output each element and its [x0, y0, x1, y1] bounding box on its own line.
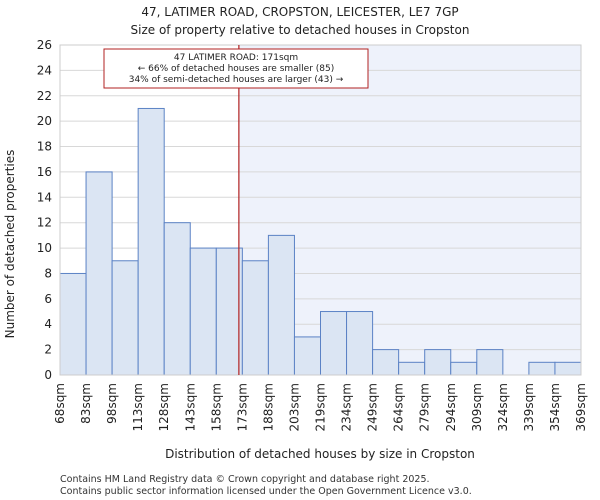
- y-tick-label: 20: [37, 114, 52, 128]
- y-tick-label: 16: [37, 165, 52, 179]
- annotation-line-1: 47 LATIMER ROAD: 171sqm: [174, 53, 298, 63]
- y-tick-label: 10: [37, 241, 52, 255]
- bar-158sqm: [215, 247, 243, 376]
- x-tick-label: 143sqm: [183, 383, 197, 431]
- x-tick-label: 339sqm: [522, 383, 536, 431]
- y-tick-label: 26: [37, 38, 52, 52]
- x-tick-label: 98sqm: [105, 383, 119, 424]
- x-tick-label: 354sqm: [548, 383, 562, 431]
- bar-339sqm: [528, 361, 556, 376]
- x-tick-label: 188sqm: [261, 383, 275, 431]
- x-tick-label: 68sqm: [53, 383, 67, 424]
- x-tick-label: 83sqm: [79, 383, 93, 424]
- footer-line-1: Contains HM Land Registry data © Crown c…: [60, 474, 430, 485]
- bar-264sqm: [398, 361, 426, 376]
- highlight-region: [238, 45, 582, 375]
- x-tick-label: 128sqm: [157, 383, 171, 431]
- bar-128sqm: [163, 222, 191, 376]
- x-tick-label: 173sqm: [235, 383, 249, 431]
- y-tick-label: 22: [37, 89, 52, 103]
- bar-294sqm: [450, 361, 478, 376]
- annotation-line-3: 34% of semi-detached houses are larger (…: [129, 75, 344, 85]
- x-tick-label: 234sqm: [340, 383, 354, 431]
- bar-249sqm: [372, 349, 400, 376]
- annotation-line-2: ← 66% of detached houses are smaller (85…: [138, 64, 335, 74]
- x-tick-label: 113sqm: [131, 383, 145, 431]
- y-tick-label: 18: [37, 140, 52, 154]
- y-tick-label: 2: [44, 343, 52, 357]
- y-tick-label: 24: [37, 63, 52, 77]
- bar-309sqm: [476, 349, 504, 376]
- x-tick-label: 264sqm: [392, 383, 406, 431]
- bar-279sqm: [424, 349, 452, 376]
- bar-188sqm: [267, 234, 295, 376]
- y-tick-label: 8: [44, 266, 52, 280]
- bar-83sqm: [85, 171, 113, 376]
- bar-219sqm: [320, 311, 348, 376]
- footer-line-2: Contains public sector information licen…: [60, 486, 472, 497]
- x-tick-label: 203sqm: [287, 383, 301, 431]
- bar-173sqm: [241, 260, 269, 376]
- x-axis-label: Distribution of detached houses by size …: [165, 447, 475, 461]
- y-tick-label: 14: [37, 190, 52, 204]
- chart-subtitle: Size of property relative to detached ho…: [131, 23, 470, 37]
- bar-203sqm: [293, 336, 322, 376]
- bar-98sqm: [111, 260, 139, 376]
- x-tick-label: 309sqm: [470, 383, 484, 431]
- x-tick-label: 369sqm: [574, 383, 588, 431]
- plot-frame: [59, 44, 582, 376]
- bar-68sqm: [59, 272, 87, 376]
- x-tick-label: 279sqm: [418, 383, 432, 431]
- y-tick-label: 6: [44, 292, 52, 306]
- x-tick-label: 219sqm: [314, 383, 328, 431]
- y-tick-label: 0: [44, 368, 52, 382]
- x-tick-label: 249sqm: [366, 383, 380, 431]
- bar-143sqm: [189, 247, 217, 376]
- bar-354sqm: [554, 361, 582, 376]
- y-axis-label: Number of detached properties: [3, 150, 17, 339]
- chart-title: 47, LATIMER ROAD, CROPSTON, LEICESTER, L…: [141, 5, 458, 19]
- x-tick-label: 324sqm: [496, 383, 510, 431]
- annotation-box: [103, 48, 369, 89]
- bar-113sqm: [137, 107, 165, 376]
- y-tick-label: 12: [37, 216, 52, 230]
- x-tick-label: 158sqm: [209, 383, 223, 431]
- bar-234sqm: [346, 311, 374, 376]
- y-tick-label: 4: [44, 317, 52, 331]
- x-tick-label: 294sqm: [444, 383, 458, 431]
